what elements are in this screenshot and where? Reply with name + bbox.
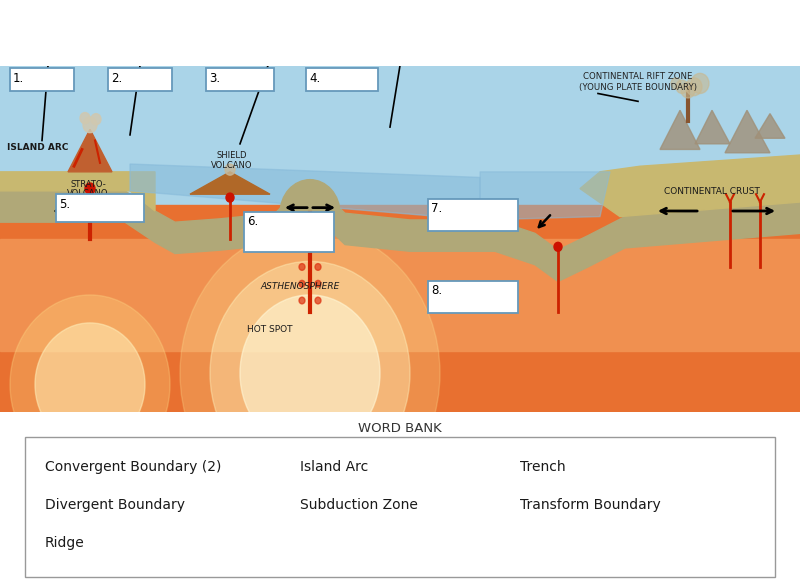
Polygon shape	[130, 164, 480, 220]
Text: 2.: 2.	[111, 72, 122, 85]
Circle shape	[315, 264, 321, 270]
Circle shape	[240, 295, 380, 452]
Circle shape	[35, 323, 145, 446]
Circle shape	[10, 295, 170, 474]
Text: CONTINENTAL RIFT ZONE
(YOUNG PLATE BOUNDARY): CONTINENTAL RIFT ZONE (YOUNG PLATE BOUND…	[579, 72, 697, 92]
Text: ISLAND ARC: ISLAND ARC	[7, 143, 69, 152]
Text: Wednesday, March 10,  2021: Wednesday, March 10, 2021	[486, 31, 800, 50]
Text: STRATO-
VOLCANO: STRATO- VOLCANO	[67, 180, 109, 198]
FancyBboxPatch shape	[428, 281, 518, 313]
FancyBboxPatch shape	[206, 68, 274, 91]
Text: WORD BANK: WORD BANK	[358, 422, 442, 435]
Text: CONTINENTAL CRUST: CONTINENTAL CRUST	[664, 187, 760, 196]
Circle shape	[225, 164, 235, 175]
Circle shape	[315, 280, 321, 287]
Text: Island Arc: Island Arc	[300, 460, 368, 474]
Polygon shape	[660, 111, 700, 149]
Polygon shape	[725, 111, 770, 153]
Circle shape	[210, 261, 410, 485]
Bar	[25, 436, 775, 577]
Circle shape	[85, 183, 95, 194]
Polygon shape	[68, 129, 112, 172]
Text: OCEANIC CRUST: OCEANIC CRUST	[428, 202, 502, 211]
Text: th: th	[506, 0, 518, 10]
Text: Grade Science: Grade Science	[518, 0, 658, 17]
Polygon shape	[0, 172, 155, 211]
Text: Labeling Plate Boundaries: Labeling Plate Boundaries	[6, 18, 561, 54]
Polygon shape	[190, 172, 270, 194]
Circle shape	[691, 73, 709, 94]
Text: 6.: 6.	[247, 215, 258, 228]
FancyBboxPatch shape	[306, 68, 378, 91]
Text: LITHOSPHERE: LITHOSPHERE	[269, 224, 331, 233]
Circle shape	[91, 113, 101, 125]
Text: 1.: 1.	[13, 72, 24, 85]
Text: HOT SPOT: HOT SPOT	[247, 325, 293, 334]
Circle shape	[686, 78, 702, 96]
Text: 3.: 3.	[210, 72, 221, 85]
Circle shape	[299, 297, 305, 304]
Text: 8.: 8.	[431, 284, 442, 297]
Circle shape	[80, 112, 90, 123]
Text: Subduction Zone: Subduction Zone	[300, 498, 418, 512]
Circle shape	[315, 297, 321, 304]
Text: 5.: 5.	[59, 198, 70, 211]
Text: Transform Boundary: Transform Boundary	[520, 498, 661, 512]
Polygon shape	[580, 155, 800, 216]
FancyBboxPatch shape	[244, 212, 334, 252]
Text: SHIELD
VOLCANO: SHIELD VOLCANO	[211, 151, 253, 170]
Bar	[0, 239, 800, 351]
Text: Trench: Trench	[520, 460, 566, 474]
Text: 7.: 7.	[431, 202, 442, 215]
Text: Convergent Boundary (2): Convergent Boundary (2)	[45, 460, 222, 474]
Circle shape	[299, 264, 305, 270]
Text: Ridge: Ridge	[45, 536, 85, 550]
Bar	[0, 205, 800, 412]
Circle shape	[676, 80, 688, 94]
Polygon shape	[695, 111, 730, 144]
Circle shape	[299, 280, 305, 287]
FancyBboxPatch shape	[108, 68, 172, 91]
FancyBboxPatch shape	[56, 194, 144, 222]
Text: Divergent Boundary: Divergent Boundary	[45, 498, 185, 512]
Circle shape	[554, 242, 562, 252]
Text: 8: 8	[494, 0, 506, 17]
Polygon shape	[480, 172, 610, 220]
Circle shape	[671, 78, 681, 89]
Text: ASTHENOSPHERE: ASTHENOSPHERE	[260, 283, 340, 291]
Circle shape	[280, 180, 340, 247]
FancyBboxPatch shape	[428, 199, 518, 231]
FancyBboxPatch shape	[10, 68, 74, 91]
Circle shape	[180, 228, 440, 519]
Text: 4.: 4.	[310, 72, 321, 85]
Circle shape	[226, 193, 234, 202]
Circle shape	[681, 82, 695, 98]
Polygon shape	[755, 113, 785, 138]
Polygon shape	[0, 180, 800, 281]
Circle shape	[83, 117, 97, 133]
